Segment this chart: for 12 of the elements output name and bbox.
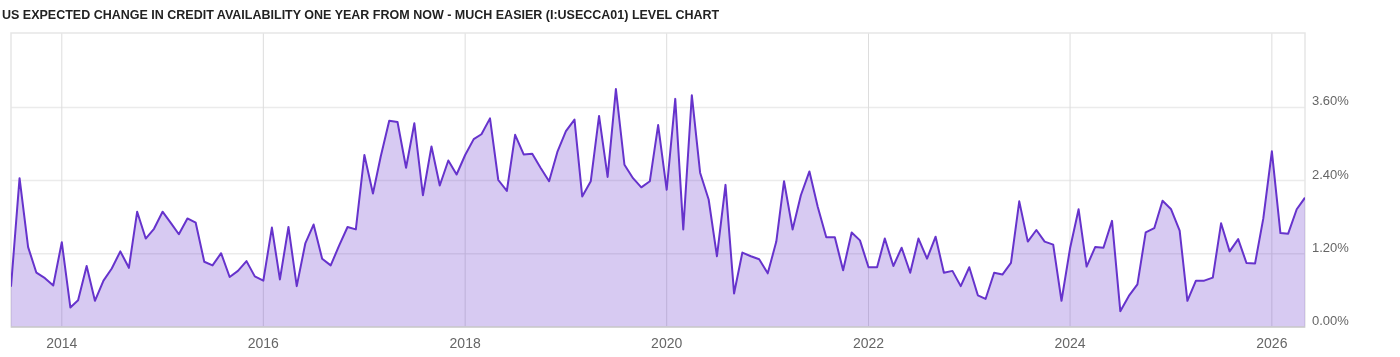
y-tick-label: 3.60% (1312, 93, 1350, 109)
chart-title: US EXPECTED CHANGE IN CREDIT AVAILABILITY ONE YEAR FROM NOW - MUCH EASIER (I:USECCA01) LEVEL CHART (2, 8, 720, 22)
x-tick-label: 2020 (651, 335, 683, 351)
x-tick-label: 2014 (46, 335, 78, 351)
x-tick-label: 2024 (1054, 335, 1086, 351)
x-tick-label: 2018 (449, 335, 481, 351)
x-tick-label: 2026 (1256, 335, 1288, 351)
y-tick-label: 1.20% (1312, 239, 1350, 255)
x-tick-label: 2022 (852, 335, 885, 351)
y-tick-label: 0.00% (1312, 313, 1350, 328)
x-tick-label: 2016 (247, 335, 280, 351)
y-tick-label: 2.40% (1312, 166, 1350, 182)
